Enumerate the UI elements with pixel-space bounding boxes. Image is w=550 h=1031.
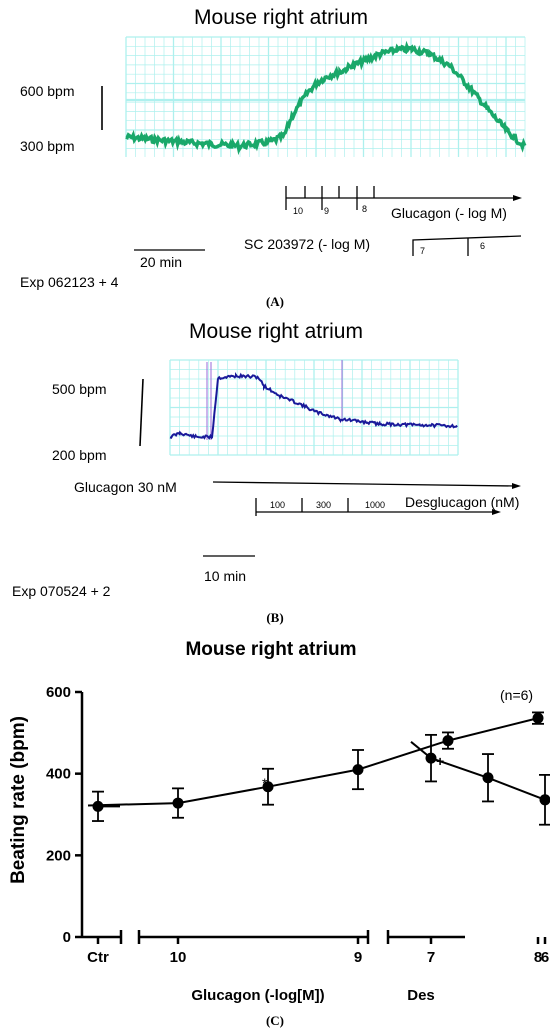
panel-a-sc-label: SC 203972 (- log M) xyxy=(244,236,370,252)
sig-mark-star: * xyxy=(262,775,268,791)
panel-a-glucagon-ticks xyxy=(285,186,375,210)
series-line-des xyxy=(410,741,546,801)
y-tick-label: 0 xyxy=(63,929,71,946)
panel-a-grid xyxy=(125,36,526,157)
panel-b-des-label: Desglucagon (nM) xyxy=(405,494,519,510)
data-point xyxy=(532,712,544,724)
panel-b: Mouse right atrium 500 bpm 200 bpm Gluca… xyxy=(12,320,521,625)
panel-b-spikes xyxy=(206,360,343,440)
panel-a-glucagon-tick-8: 8 xyxy=(362,204,367,214)
panel-a-trace xyxy=(125,40,527,156)
panel-a: Mouse right atrium 600 bpm 300 bpm 10 9 … xyxy=(20,6,527,309)
data-point xyxy=(482,772,494,784)
panel-a-title: Mouse right atrium xyxy=(194,6,368,29)
panel-b-des-tick-300: 300 xyxy=(316,500,331,510)
x-tick-label: 6 xyxy=(541,949,549,966)
chart-series xyxy=(87,711,550,826)
panel-a-upper-label: 600 bpm xyxy=(20,83,74,99)
data-point xyxy=(442,735,454,747)
x-tick-label: 8 xyxy=(534,949,542,966)
panel-a-glucagon-tick-9: 9 xyxy=(324,206,329,216)
panel-b-exp-label: Exp 070524 + 2 xyxy=(12,583,111,599)
panel-b-grid xyxy=(169,359,459,456)
panel-a-panel-label: (A) xyxy=(266,294,284,309)
panel-b-trace xyxy=(169,371,458,440)
panel-b-title: Mouse right atrium xyxy=(189,320,363,343)
panel-a-sc-bar xyxy=(412,235,522,256)
panel-b-upper-label: 500 bpm xyxy=(52,381,106,397)
data-point xyxy=(539,794,550,806)
data-point xyxy=(172,797,184,809)
data-point xyxy=(352,764,364,776)
panel-b-lower-label: 200 bpm xyxy=(52,447,106,463)
x-tick-label: 7 xyxy=(427,949,435,966)
panel-a-exp-label: Exp 062123 + 4 xyxy=(20,274,119,290)
panel-b-glucagon-label: Glucagon 30 nM xyxy=(74,479,177,495)
data-point xyxy=(425,752,437,764)
panel-a-sc-tick-6: 6 xyxy=(480,241,485,251)
n-label: (n=6) xyxy=(500,687,533,703)
x-group-label-glucagon: Glucagon (-log[M]) xyxy=(191,987,324,1004)
panel-a-sc-tick-7: 7 xyxy=(420,246,425,256)
panel-a-time-label: 20 min xyxy=(140,254,182,270)
x-tick-label: 10 xyxy=(170,949,187,966)
y-tick-label: 600 xyxy=(46,684,71,701)
chart-title: Mouse right atrium xyxy=(185,639,356,660)
x-group-label-ctr: Ctr xyxy=(87,949,109,966)
y-tick-label: 200 xyxy=(46,847,71,864)
data-point xyxy=(262,781,274,793)
data-point xyxy=(92,800,104,812)
panel-b-des-arrowhead xyxy=(492,509,501,515)
panel-a-lower-label: 300 bpm xyxy=(20,138,74,154)
panel-b-des-tick-100: 100 xyxy=(270,500,285,510)
panel-b-time-label: 10 min xyxy=(204,568,246,584)
panel-b-glucagon-arrow xyxy=(212,481,516,487)
panel-b-des-tick-1000: 1000 xyxy=(365,500,385,510)
series-line-glucagon xyxy=(87,717,539,807)
y-tick-label: 400 xyxy=(46,766,71,783)
x-tick-label: 9 xyxy=(354,949,362,966)
panel-b-panel-label: (B) xyxy=(266,610,283,625)
chart-y-label: Beating rate (bpm) xyxy=(8,716,29,884)
panel-a-glucagon-label: Glucagon (- log M) xyxy=(391,205,507,221)
panel-b-scale-bar xyxy=(139,378,144,447)
panel-c-panel-label: (C) xyxy=(266,1013,284,1028)
panel-a-glucagon-arrowhead xyxy=(513,195,522,201)
panel-b-glucagon-arrowhead xyxy=(512,483,521,489)
panel-b-des-ticks xyxy=(255,498,349,516)
panel-a-glucagon-tick-10: 10 xyxy=(293,206,303,216)
chart-axes: 0 200 400 600 10 9 8 7 6 xyxy=(46,684,549,966)
panel-c: Mouse right atrium Beating rate (bpm) (n… xyxy=(8,639,550,1028)
sig-mark-plus: + xyxy=(436,753,444,769)
x-group-label-des: Des xyxy=(407,987,435,1004)
